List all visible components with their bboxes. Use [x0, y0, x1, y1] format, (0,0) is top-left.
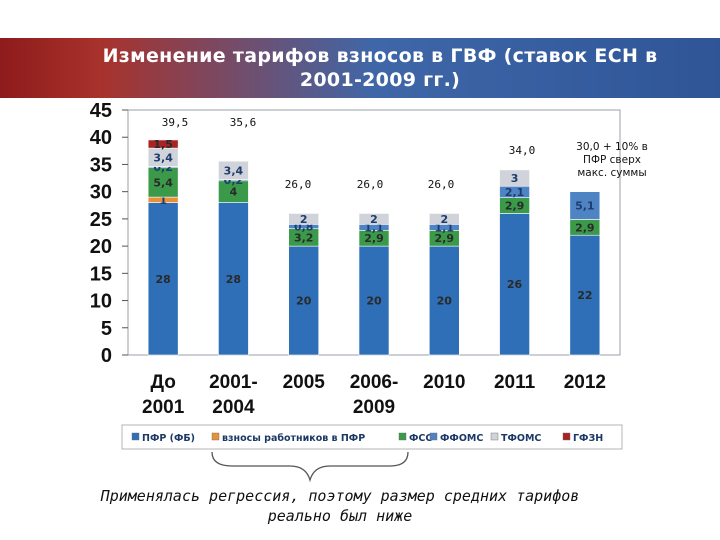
bar-segment — [499, 169, 530, 187]
segment-label: 2 — [370, 213, 378, 226]
x-category-label: 2005 — [283, 372, 326, 393]
title-line-2: 2001-2009 гг.) — [299, 69, 461, 91]
x-category-label: 2001- — [209, 372, 258, 393]
legend-swatch — [131, 432, 140, 441]
bar-segment — [218, 160, 249, 180]
segment-label: 4 — [230, 186, 238, 199]
bar-segment — [569, 234, 601, 356]
bar-segment — [288, 213, 320, 225]
segment-label: 2 — [440, 213, 448, 226]
segment-label: 2,9 — [575, 221, 595, 234]
segment-label: 26 — [507, 278, 523, 291]
y-tick-label: 30 — [90, 182, 112, 204]
legend-box — [121, 424, 623, 450]
total-label: 26,0 — [357, 178, 384, 191]
y-tick-label: 15 — [90, 263, 112, 285]
bar-segment — [428, 213, 460, 225]
bar-segment — [358, 213, 390, 225]
segment-label: 1 — [159, 194, 167, 207]
segment-label: 28 — [155, 273, 170, 286]
bar-segment — [428, 245, 460, 356]
segment-label: 22 — [577, 289, 592, 302]
y-tick-label: 35 — [90, 154, 112, 176]
total-label: 39,5 — [162, 116, 189, 129]
segment-label: 1,5 — [153, 138, 173, 151]
total-label-multiline: 30,0 + 10% в — [576, 141, 648, 153]
total-label: 26,0 — [285, 178, 312, 191]
x-category-label: 2011 — [494, 372, 536, 393]
bar-segment — [218, 202, 249, 356]
segment-label: 20 — [437, 295, 453, 308]
segment-label: 5,1 — [575, 200, 595, 213]
y-tick-label: 20 — [90, 236, 112, 258]
page-title: Изменение тарифов взносов в ГВФ (ставок … — [60, 44, 700, 92]
bar-segment — [288, 245, 320, 356]
note-line-1: Применялась регрессия, поэтому размер ср… — [100, 487, 580, 505]
legend-swatch — [490, 432, 499, 441]
legend-entry: ФФОМС — [440, 433, 483, 444]
regression-note: Применялась регрессия, поэтому размер ср… — [40, 486, 640, 526]
segment-label: 20 — [296, 295, 312, 308]
legend-swatch — [562, 432, 571, 441]
x-category-label: 2006- — [350, 372, 399, 393]
bar-segment — [569, 191, 601, 220]
x-category-label: До — [150, 372, 175, 393]
segment-label: 3,4 — [224, 164, 244, 177]
curly-brace — [211, 451, 409, 483]
segment-label: 3 — [511, 172, 519, 185]
segment-label: 28 — [226, 273, 241, 286]
legend-entry: ФСС — [409, 433, 432, 444]
segment-label: 20 — [366, 295, 382, 308]
legend-swatch — [211, 432, 220, 441]
y-tick-label: 10 — [90, 291, 112, 313]
legend-entry: ГФЗН — [573, 433, 603, 444]
legend-entry: взносы работников в ПФР — [222, 433, 365, 444]
segment-label: 2 — [300, 213, 308, 226]
segment-label: 2,9 — [364, 232, 384, 245]
y-tick-label: 25 — [90, 209, 112, 231]
x-category-label: 2001 — [142, 397, 185, 418]
segment-label: 3,2 — [294, 231, 314, 244]
total-label: 34,0 — [509, 144, 536, 157]
total-label: 26,0 — [428, 178, 455, 191]
x-category-label: 2009 — [353, 397, 395, 418]
x-category-label: 2012 — [564, 372, 606, 393]
bar-segment — [499, 213, 530, 356]
legend-entry: ПФР (ФБ) — [142, 433, 195, 444]
segment-label: 2,9 — [505, 200, 525, 213]
segment-label: 2,9 — [435, 232, 455, 245]
segment-label: 5,4 — [153, 176, 173, 189]
y-tick-label: 5 — [101, 318, 112, 340]
title-banner — [0, 38, 720, 98]
x-category-label: 2010 — [423, 372, 465, 393]
legend-swatch — [398, 432, 407, 441]
x-category-label: 2004 — [212, 397, 255, 418]
legend-entry: ТФОМС — [501, 433, 541, 444]
total-label-multiline: ПФР сверх — [583, 154, 641, 166]
bar-segment — [147, 202, 179, 356]
note-line-2: реально был ниже — [267, 507, 413, 525]
segment-label: 2,1 — [505, 186, 525, 199]
total-label-multiline: макс. суммы — [577, 167, 646, 179]
bar-segment — [358, 245, 390, 356]
legend-swatch — [429, 432, 438, 441]
bar-segment — [147, 167, 179, 198]
title-line-1: Изменение тарифов взносов в ГВФ (ставок … — [102, 45, 658, 67]
y-tick-label: 40 — [90, 127, 112, 149]
total-label: 35,6 — [230, 116, 257, 129]
y-tick-label: 0 — [101, 345, 112, 367]
y-tick-label: 45 — [90, 100, 112, 122]
bar-segment — [147, 139, 179, 149]
segment-label: 3,4 — [153, 151, 173, 164]
